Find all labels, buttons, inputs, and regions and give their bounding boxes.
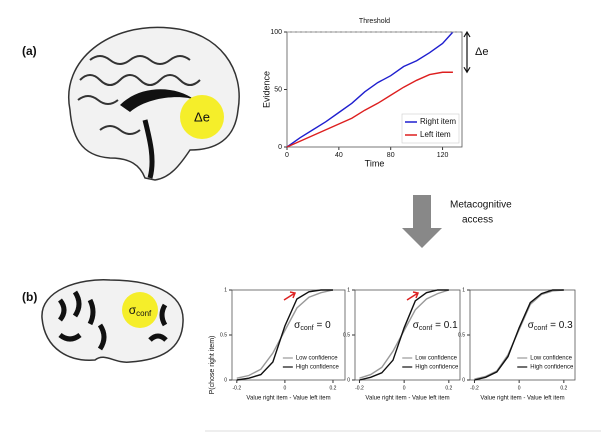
y-tick-label: 0 <box>462 377 465 383</box>
panel-label: (b) <box>22 290 37 304</box>
region-label: Δe <box>194 109 210 124</box>
plot-frame <box>469 289 576 381</box>
annotation-value: = 0 <box>317 320 332 331</box>
annotation: σconf = 0.1 <box>413 320 458 332</box>
annotation: σconf = 0 <box>294 320 331 332</box>
panel-label: (a) <box>22 44 37 58</box>
annotation-value: = 0.1 <box>435 320 458 331</box>
y-tick-label: 1 <box>462 287 465 293</box>
x-tick-label: 40 <box>335 152 343 159</box>
region-label: σconf <box>129 303 152 318</box>
region-highlight <box>180 95 224 139</box>
series-line <box>286 31 454 148</box>
y-tick-label: 0 <box>347 377 350 383</box>
process-arrow <box>402 195 442 248</box>
y-tick-label: 0.5 <box>220 332 227 338</box>
arrow-label: access <box>462 215 493 226</box>
x-axis-label: Time <box>365 158 385 168</box>
chart-title: Threshold <box>359 18 390 25</box>
legend-label: Low confidence <box>415 356 457 362</box>
symbol: σ <box>294 320 301 331</box>
legend-label: High confidence <box>296 365 340 371</box>
subscript: conf <box>419 325 432 332</box>
legend-label: High confidence <box>530 365 574 371</box>
difference-label: Δe <box>475 46 488 58</box>
x-tick-label: 0 <box>285 152 289 159</box>
legend-label: Right item <box>420 117 456 126</box>
y-tick-label: 1 <box>347 287 350 293</box>
y-tick-label: 0.5 <box>343 332 350 338</box>
x-tick-label: 0 <box>518 385 521 391</box>
x-axis-label: Value right item - Value left item <box>365 396 449 402</box>
x-tick-label: 80 <box>387 152 395 159</box>
y-tick-label: 50 <box>274 86 282 93</box>
x-tick-label: 0.2 <box>560 385 567 391</box>
x-axis-label: Value right item - Value left item <box>246 396 330 402</box>
annotation: σconf = 0.3 <box>528 320 573 332</box>
series-line <box>286 71 453 148</box>
series-line <box>359 289 449 381</box>
legend-label: Low confidence <box>530 356 572 362</box>
x-tick-label: 0.2 <box>445 385 452 391</box>
series-line <box>236 289 334 379</box>
series-line <box>359 289 450 379</box>
series-line <box>236 289 333 381</box>
plot-frame <box>231 289 346 381</box>
subscript: conf <box>136 309 152 318</box>
legend-label: Low confidence <box>296 356 338 362</box>
x-tick-label: -0.2 <box>355 385 364 391</box>
y-tick-label: 100 <box>270 29 282 36</box>
symbol: σ <box>413 320 420 331</box>
brain-sagittal: Δe <box>68 26 240 181</box>
annotation-value: = 0.3 <box>550 320 573 331</box>
brain-coronal: σconf <box>41 279 184 363</box>
plot-frame <box>354 289 461 381</box>
y-axis-label: Evidence <box>261 71 271 108</box>
y-tick-label: 0.5 <box>458 332 465 338</box>
x-tick-label: -0.2 <box>232 385 241 391</box>
difference-marker <box>406 291 420 301</box>
subscript: conf <box>300 325 313 332</box>
series-line <box>474 289 564 381</box>
subscript: conf <box>534 325 547 332</box>
symbol: σ <box>528 320 535 331</box>
arrow-label: Metacognitive <box>450 200 512 211</box>
legend-label: Left item <box>420 130 451 139</box>
difference-arrow <box>463 30 471 74</box>
x-tick-label: 0 <box>403 385 406 391</box>
y-tick-label: 1 <box>224 287 227 293</box>
y-tick-label: 0 <box>278 144 282 151</box>
x-tick-label: -0.2 <box>470 385 479 391</box>
legend-label: High confidence <box>415 365 459 371</box>
x-axis-label: Value right item - Value left item <box>480 396 564 402</box>
symbol: σ <box>129 303 137 317</box>
x-tick-label: 0.2 <box>330 385 337 391</box>
y-axis-label: P(chose right item) <box>209 336 216 395</box>
legend-box <box>401 113 460 144</box>
y-tick-label: 0 <box>224 377 227 383</box>
region-highlight <box>122 292 158 328</box>
x-tick-label: 0 <box>284 385 287 391</box>
x-tick-label: 120 <box>437 152 449 159</box>
difference-marker <box>283 291 297 301</box>
